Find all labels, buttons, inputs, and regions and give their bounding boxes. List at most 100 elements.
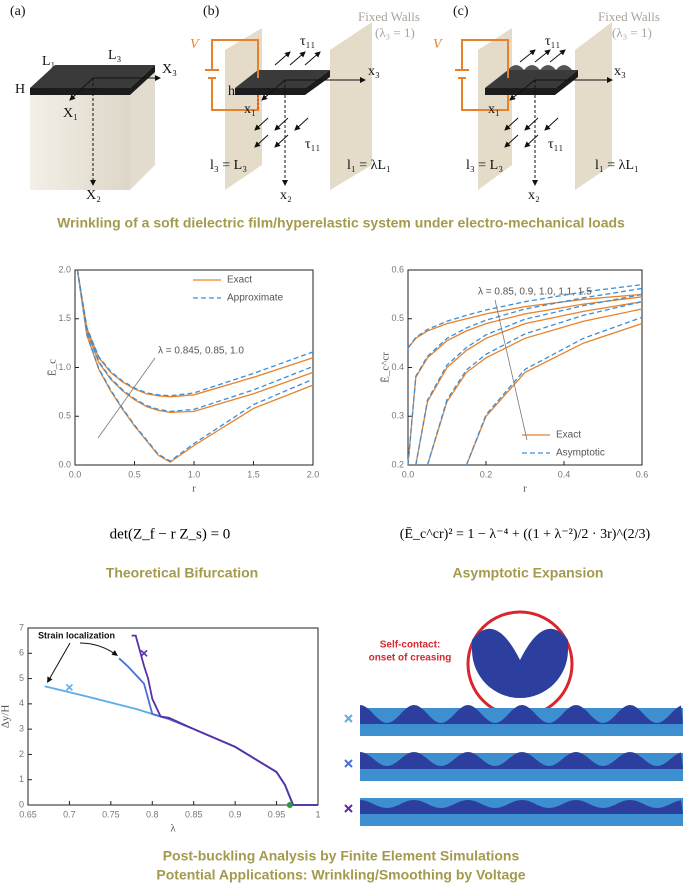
axis-label: x₃: [368, 64, 380, 79]
x-tick-label: 1.0: [188, 469, 201, 479]
x-tick-label: 0.7: [63, 809, 76, 819]
x-tick-label: 0.6: [636, 469, 649, 479]
series-line: [76, 269, 314, 414]
crease-label: Self-contact:: [380, 640, 441, 651]
series-line: [131, 634, 318, 806]
y-tick-label: 3: [19, 724, 24, 734]
annotation-arrow: [79, 642, 118, 656]
series-line: [465, 322, 643, 466]
wrinkle-illustration: Self-contact: onset of creasing: [344, 610, 683, 826]
y-tick-label: 2.0: [58, 264, 71, 274]
dimension-label: L₁: [42, 54, 55, 69]
voltage-label: V: [433, 37, 443, 52]
wall-note: (λ₃ = 1): [612, 25, 652, 40]
series-line: [415, 293, 643, 466]
axis-label: x₂: [528, 188, 540, 203]
x-tick-label: 0.85: [185, 809, 203, 819]
y-tick-label: 0.5: [58, 411, 71, 421]
wall-label: Fixed Walls: [598, 9, 660, 24]
series-line: [76, 269, 314, 398]
stress-label: τ₁₁: [300, 34, 315, 49]
caption: Post-buckling Analysis by Finite Element…: [163, 848, 520, 864]
y-tick-label: 0.5: [391, 313, 404, 323]
x-tick-label: 0.8: [146, 809, 159, 819]
x-tick-label: 0.2: [480, 469, 493, 479]
x-axis-label: r: [523, 483, 527, 495]
plot-frame: [27, 627, 319, 806]
y-axis-label: Δy/H: [0, 705, 12, 729]
y-tick-label: 1: [19, 774, 24, 784]
y-tick-label: 4: [19, 698, 24, 708]
annotation-arrow: [47, 642, 71, 684]
marker: [140, 649, 148, 657]
x-tick-label: 0.0: [69, 469, 82, 479]
y-tick-label: 2: [19, 749, 24, 759]
constraint-label: l₃ = L₃: [210, 158, 247, 173]
dimension-label: H: [15, 82, 25, 97]
voltage-label: V: [190, 37, 200, 52]
equation: det(Z_f − r Z_s) = 0: [110, 526, 231, 542]
film: [360, 752, 683, 769]
series-line: [407, 283, 643, 349]
y-tick-label: 0: [19, 799, 24, 809]
axis-label: X₃: [162, 62, 177, 77]
x-tick-label: 0.75: [102, 809, 120, 819]
caption: Asymptotic Expansion: [453, 565, 604, 581]
film: [360, 800, 683, 814]
series-line: [76, 269, 314, 462]
constraint-label: l₃ = L₃: [466, 158, 503, 173]
y-tick-label: 5: [19, 673, 24, 683]
x-tick-label: 0.4: [558, 469, 571, 479]
axis-label: x₃: [614, 64, 626, 79]
wall-label: Fixed Walls: [358, 9, 420, 24]
legend-label: Approximate: [227, 293, 284, 304]
dimension-label: h: [228, 84, 235, 99]
plot-frame: [407, 269, 643, 466]
film: [360, 705, 683, 724]
panel-a: (a) L₁ L₃ H X₁ X₂ X₃: [10, 4, 177, 203]
legend-label: Exact: [556, 430, 581, 441]
series-line: [76, 269, 314, 413]
x-tick-label: 0.0: [402, 469, 415, 479]
marker: [65, 683, 73, 691]
stress-label: τ₁₁: [545, 34, 560, 49]
caption: Theoretical Bifurcation: [106, 565, 258, 581]
y-axis-label: Ē_c: [47, 359, 59, 376]
caption: Potential Applications: Wrinkling/Smooth…: [156, 867, 525, 883]
series-line: [465, 316, 643, 466]
y-tick-label: 7: [19, 622, 24, 632]
y-tick-label: 0.4: [391, 362, 404, 372]
x-tick-label: 0.5: [128, 469, 141, 479]
stress-label: τ₁₁: [548, 137, 563, 152]
y-tick-label: 0.2: [391, 459, 404, 469]
y-tick-label: 1.0: [58, 362, 71, 372]
panel-c: (c) V τ₁₁ x₃ x₁ τ₁₁ l₃ = L₃ l₁ = λL₁ x₂ …: [433, 4, 660, 203]
x-tick-label: 0.9: [229, 809, 242, 819]
axis-label: x₁: [488, 102, 500, 117]
panel-label: (c): [453, 4, 469, 19]
y-axis-label: Ē_c^cr: [380, 352, 392, 383]
x-axis-label: r: [192, 483, 196, 495]
annotation: Strain localization: [38, 630, 115, 640]
annotation: λ = 0.845, 0.85, 1.0: [158, 346, 244, 357]
series-line: [415, 301, 643, 466]
x-axis-label: λ: [170, 823, 176, 835]
y-tick-label: 0.6: [391, 264, 404, 274]
panel-label: (a): [10, 4, 26, 19]
series-line: [407, 287, 643, 466]
dimension-label: L₃: [108, 48, 122, 63]
legend-label: Asymptotic: [556, 448, 605, 459]
x-tick-label: 0.65: [19, 809, 37, 819]
axis-label: X₁: [63, 106, 78, 121]
stress-label: τ₁₁: [305, 137, 320, 152]
panel-b: (b) V τ₁₁ x₃ h x₁ τ₁₁ l₃ = L₃ l₁ = λL₁ x…: [190, 4, 420, 203]
series-line: [44, 685, 318, 806]
crease-label: onset of creasing: [369, 653, 452, 664]
series-line: [407, 293, 643, 349]
series-line: [407, 296, 643, 466]
constraint-label: l₁ = λL₁: [595, 158, 639, 173]
constraint-label: l₁ = λL₁: [347, 158, 391, 173]
x-tick-label: 1: [315, 809, 320, 819]
y-tick-label: 1.5: [58, 313, 71, 323]
